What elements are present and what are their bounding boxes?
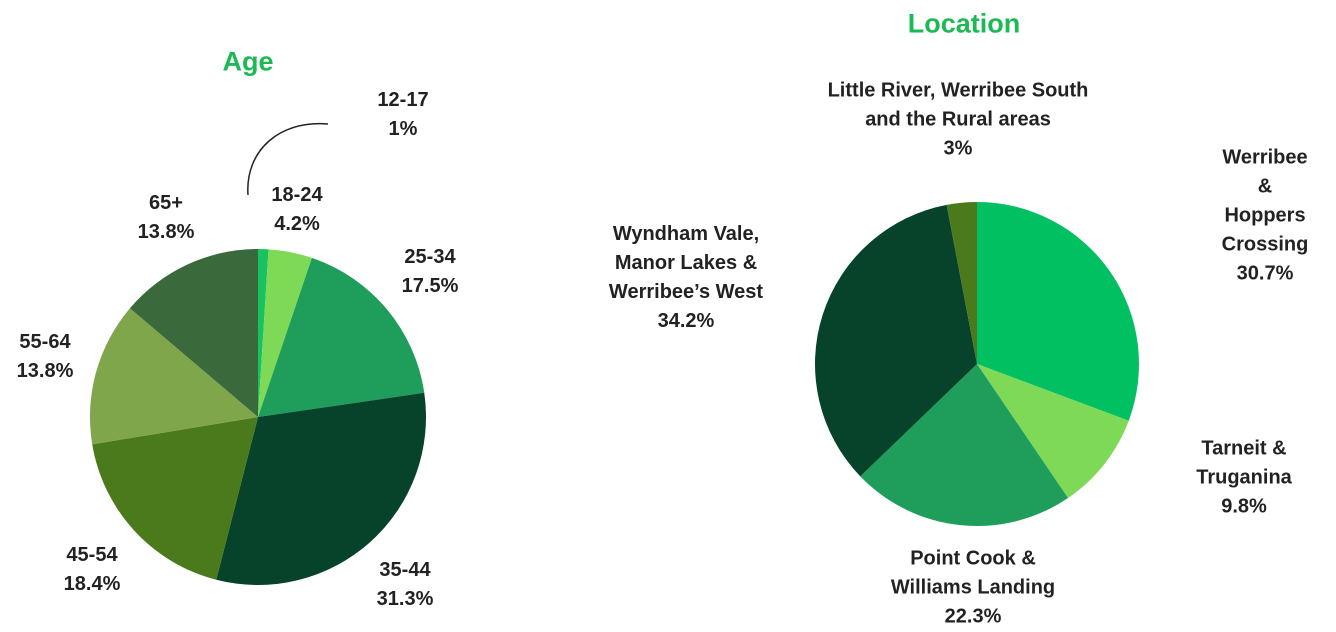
- slice-label: Little River, Werribee South and the Rur…: [828, 77, 1089, 164]
- value-label: 31.3%: [376, 588, 434, 610]
- category-label: Point Cook & Williams Landing: [890, 547, 1056, 599]
- value-label: 22.3%: [944, 605, 1002, 628]
- pie-slice: [92, 417, 259, 580]
- pie-slice: [977, 364, 1129, 498]
- category-label: 18-24: [271, 184, 323, 206]
- pie-slice: [258, 257, 425, 417]
- pie-slice: [814, 204, 977, 477]
- slice-label: Tarneit & Truganina 9.8%: [1196, 435, 1292, 522]
- category-label: Werribee & Hoppers Crossing: [1221, 146, 1309, 256]
- category-label: Tarneit & Truganina: [1196, 437, 1292, 489]
- category-label: 12-17: [377, 89, 429, 111]
- category-label: 25-34: [404, 246, 456, 268]
- slice-label: 65+ 13.8%: [138, 189, 195, 247]
- slice-label: Werribee & Hoppers Crossing 30.7%: [1222, 144, 1309, 289]
- chart-title: Location: [907, 8, 1021, 39]
- category-label: 65+: [149, 192, 183, 214]
- value-label: 30.7%: [1236, 262, 1294, 285]
- slice-label: 25-34 17.5%: [402, 243, 459, 301]
- pie-slice: [216, 392, 426, 585]
- value-label: 34.2%: [657, 310, 715, 332]
- value-label: 13.8%: [16, 360, 74, 382]
- value-label: 9.8%: [1221, 495, 1267, 518]
- chart-title: Age: [222, 46, 274, 77]
- category-label: 35-44: [379, 559, 431, 581]
- value-label: 1%: [388, 118, 418, 140]
- pie-slice: [258, 249, 312, 417]
- category-label: 55-64: [19, 331, 71, 353]
- category-label: 45-54: [66, 544, 118, 566]
- value-label: 4.2%: [274, 213, 320, 235]
- pie-slice: [90, 308, 258, 445]
- pie-slice: [258, 249, 269, 417]
- slice-label: 55-64 13.8%: [17, 328, 74, 386]
- category-label: Little River, Werribee South and the Rur…: [827, 79, 1089, 131]
- slice-label: Wyndham Vale, Manor Lakes & Werribee’s W…: [609, 220, 763, 336]
- pie-slice: [977, 202, 1139, 421]
- slice-label: 35-44 31.3%: [377, 556, 434, 614]
- value-label: 13.8%: [137, 221, 195, 243]
- category-label: Wyndham Vale, Manor Lakes & Werribee’s W…: [608, 223, 764, 303]
- value-label: 3%: [943, 137, 973, 160]
- value-label: 18.4%: [63, 573, 121, 595]
- slice-label: Point Cook & Williams Landing 22.3%: [891, 545, 1055, 632]
- value-label: 17.5%: [401, 275, 459, 297]
- slice-label: 18-24 4.2%: [271, 181, 322, 239]
- slice-label: 12-17 1%: [377, 86, 428, 144]
- pie-slice: [946, 202, 977, 364]
- slice-label: 45-54 18.4%: [64, 541, 121, 599]
- connector: [247, 122, 329, 196]
- pie-slice: [860, 364, 1069, 526]
- pie-slice: [129, 249, 258, 417]
